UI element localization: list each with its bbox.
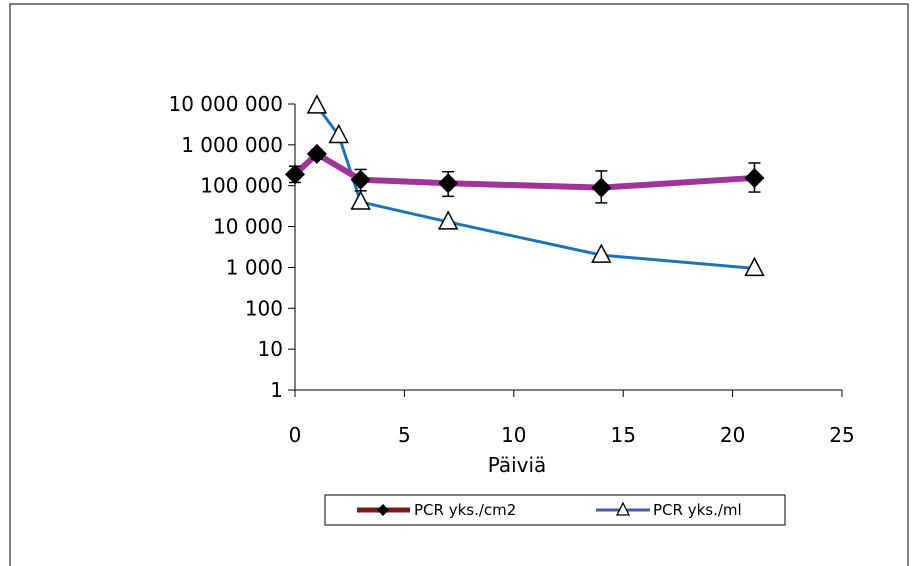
- legend-label-pcr-cm2: PCR yks./cm2: [414, 501, 516, 519]
- y-tick-label: 10: [258, 337, 283, 361]
- y-tick-label: 100 000: [200, 174, 283, 198]
- data-point-pcr-ml: [306, 94, 328, 114]
- series-line-pcr-ml: [315, 104, 755, 270]
- data-point-pcr-ml: [328, 123, 350, 144]
- x-tick-label: 0: [289, 423, 302, 447]
- x-tick-label: 10: [501, 423, 526, 447]
- data-point-pcr-cm2: [306, 143, 327, 164]
- data-point-pcr-cm2: [350, 169, 371, 190]
- x-tick-label: 5: [398, 423, 411, 447]
- data-point-pcr-cm2: [744, 167, 765, 188]
- x-tick-label: 25: [829, 423, 854, 447]
- data-point-pcr-cm2: [285, 164, 305, 185]
- x-axis-title: Päiviä: [488, 453, 547, 477]
- data-point-pcr-ml: [350, 190, 371, 210]
- data-point-pcr-cm2: [591, 177, 612, 198]
- y-tick-label: 100: [245, 296, 283, 320]
- y-tick-label: 10 000: [213, 215, 283, 239]
- y-tick-label: 1 000: [226, 255, 283, 279]
- x-tick-label: 15: [610, 423, 635, 447]
- legend-marker-triangle: [615, 501, 631, 516]
- legend: PCR yks./cm2 PCR yks./ml: [324, 494, 786, 526]
- y-tick-label: 10 000 000: [168, 92, 283, 116]
- data-point-pcr-ml: [591, 243, 612, 263]
- y-tick-label: 1 000 000: [181, 133, 283, 157]
- legend-marker-diamond: [377, 504, 389, 516]
- data-point-pcr-ml: [744, 256, 765, 277]
- y-tick-label: 1: [270, 378, 283, 402]
- legend-label-pcr-ml: PCR yks./ml: [653, 501, 742, 519]
- data-point-pcr-cm2: [438, 173, 459, 194]
- x-tick-label: 20: [720, 423, 745, 447]
- data-point-pcr-ml: [437, 210, 459, 230]
- chart-frame: [9, 3, 909, 566]
